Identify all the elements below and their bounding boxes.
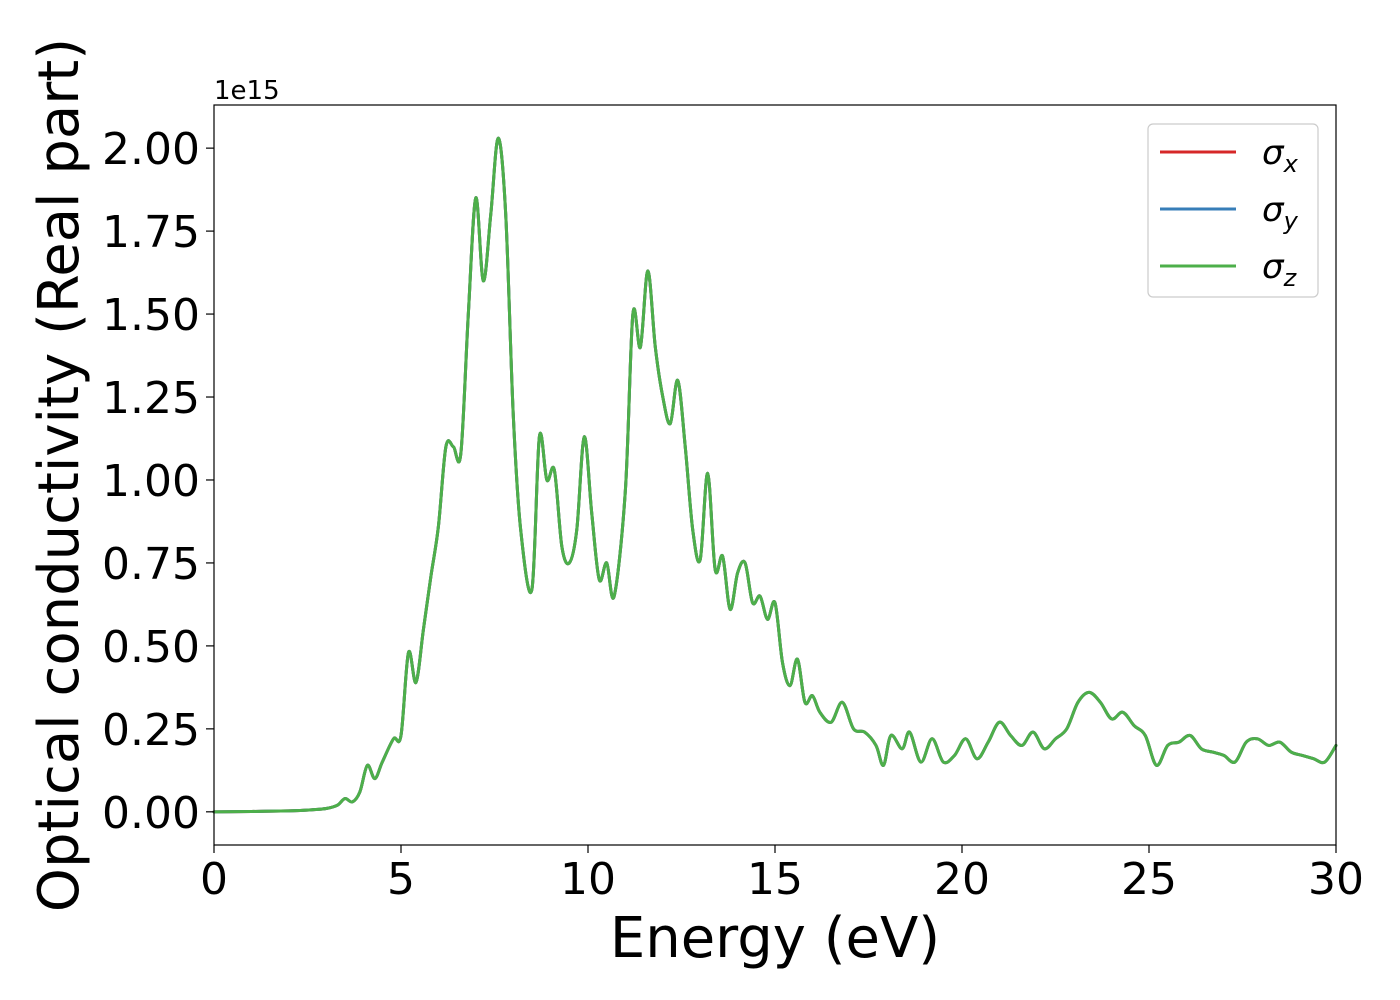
y-tick-label: 0.75 [102, 539, 200, 590]
series-layer [212, 136, 1338, 814]
y-tick-label: 0.25 [102, 705, 200, 756]
x-axis-label: Energy (eV) [610, 906, 940, 971]
y-tick-label: 2.00 [102, 124, 200, 175]
x-axis-ticks: 0 5 10 15 20 25 30 [200, 845, 1364, 905]
legend-subscript: z [1283, 264, 1298, 292]
y-axis-label: Optical conductivity (Real part) [27, 38, 92, 912]
y-tick-label: 0.50 [102, 622, 200, 673]
y-tick-label: 0.00 [102, 788, 200, 839]
x-tick-label: 10 [560, 854, 616, 905]
x-tick-label: 5 [387, 854, 415, 905]
y-tick-label: 1.50 [102, 290, 200, 341]
y-axis-ticks: 0.00 0.25 0.50 0.75 1.00 1.25 1.50 1.75 2.00 [102, 124, 214, 839]
y-tick-label: 1.75 [102, 207, 200, 258]
y-tick-label: 1.00 [102, 456, 200, 507]
y-offset-label: 1e15 [214, 76, 280, 106]
legend-subscript: y [1283, 207, 1299, 235]
x-tick-label: 20 [934, 854, 990, 905]
y-tick-label: 1.25 [102, 373, 200, 424]
series-line-z [212, 136, 1338, 814]
legend-subscript: x [1283, 150, 1299, 178]
x-tick-label: 0 [200, 854, 228, 905]
x-tick-label: 30 [1308, 854, 1364, 905]
x-tick-label: 15 [747, 854, 803, 905]
x-tick-label: 25 [1121, 854, 1177, 905]
